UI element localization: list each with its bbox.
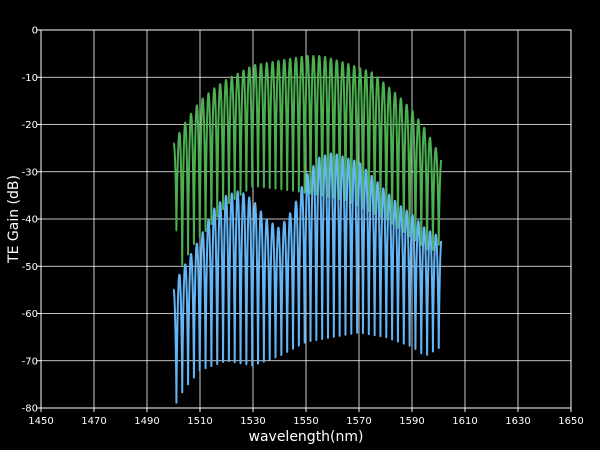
x-tick-label: 1590 xyxy=(399,416,424,427)
series-line-1 xyxy=(172,54,443,266)
y-tick-label: -20 xyxy=(22,120,38,131)
x-axis-title: wavelength(nm) xyxy=(249,429,364,445)
tick-labels: 1450 1470 1490 1510 1530 1550 1570 1590 1610 1630… xyxy=(22,26,584,428)
series-line-2 xyxy=(172,152,443,404)
x-tick-label: 1470 xyxy=(81,416,106,427)
series-group xyxy=(172,54,443,404)
x-tick-label: 1510 xyxy=(187,416,212,427)
x-tick-label: 1570 xyxy=(346,416,371,427)
x-tick-label: 1610 xyxy=(452,416,477,427)
y-tick-label: -70 xyxy=(22,356,38,367)
x-tick-label: 1530 xyxy=(240,416,265,427)
y-tick-label: -40 xyxy=(22,215,38,226)
x-tick-label: 1450 xyxy=(28,416,53,427)
x-tick-label: 1490 xyxy=(134,416,159,427)
y-axis-title: TE Gain (dB) xyxy=(6,175,22,264)
y-tick-label: -60 xyxy=(22,309,38,320)
x-tick-label: 1650 xyxy=(558,416,583,427)
y-tick-label: 0 xyxy=(32,26,38,37)
x-tick-label: 1630 xyxy=(505,416,530,427)
y-tick-label: -30 xyxy=(22,167,38,178)
y-tick-label: -10 xyxy=(22,73,38,84)
y-tick-label: -80 xyxy=(22,404,38,415)
x-tick-label: 1550 xyxy=(293,416,318,427)
y-tick-label: -50 xyxy=(22,262,38,273)
